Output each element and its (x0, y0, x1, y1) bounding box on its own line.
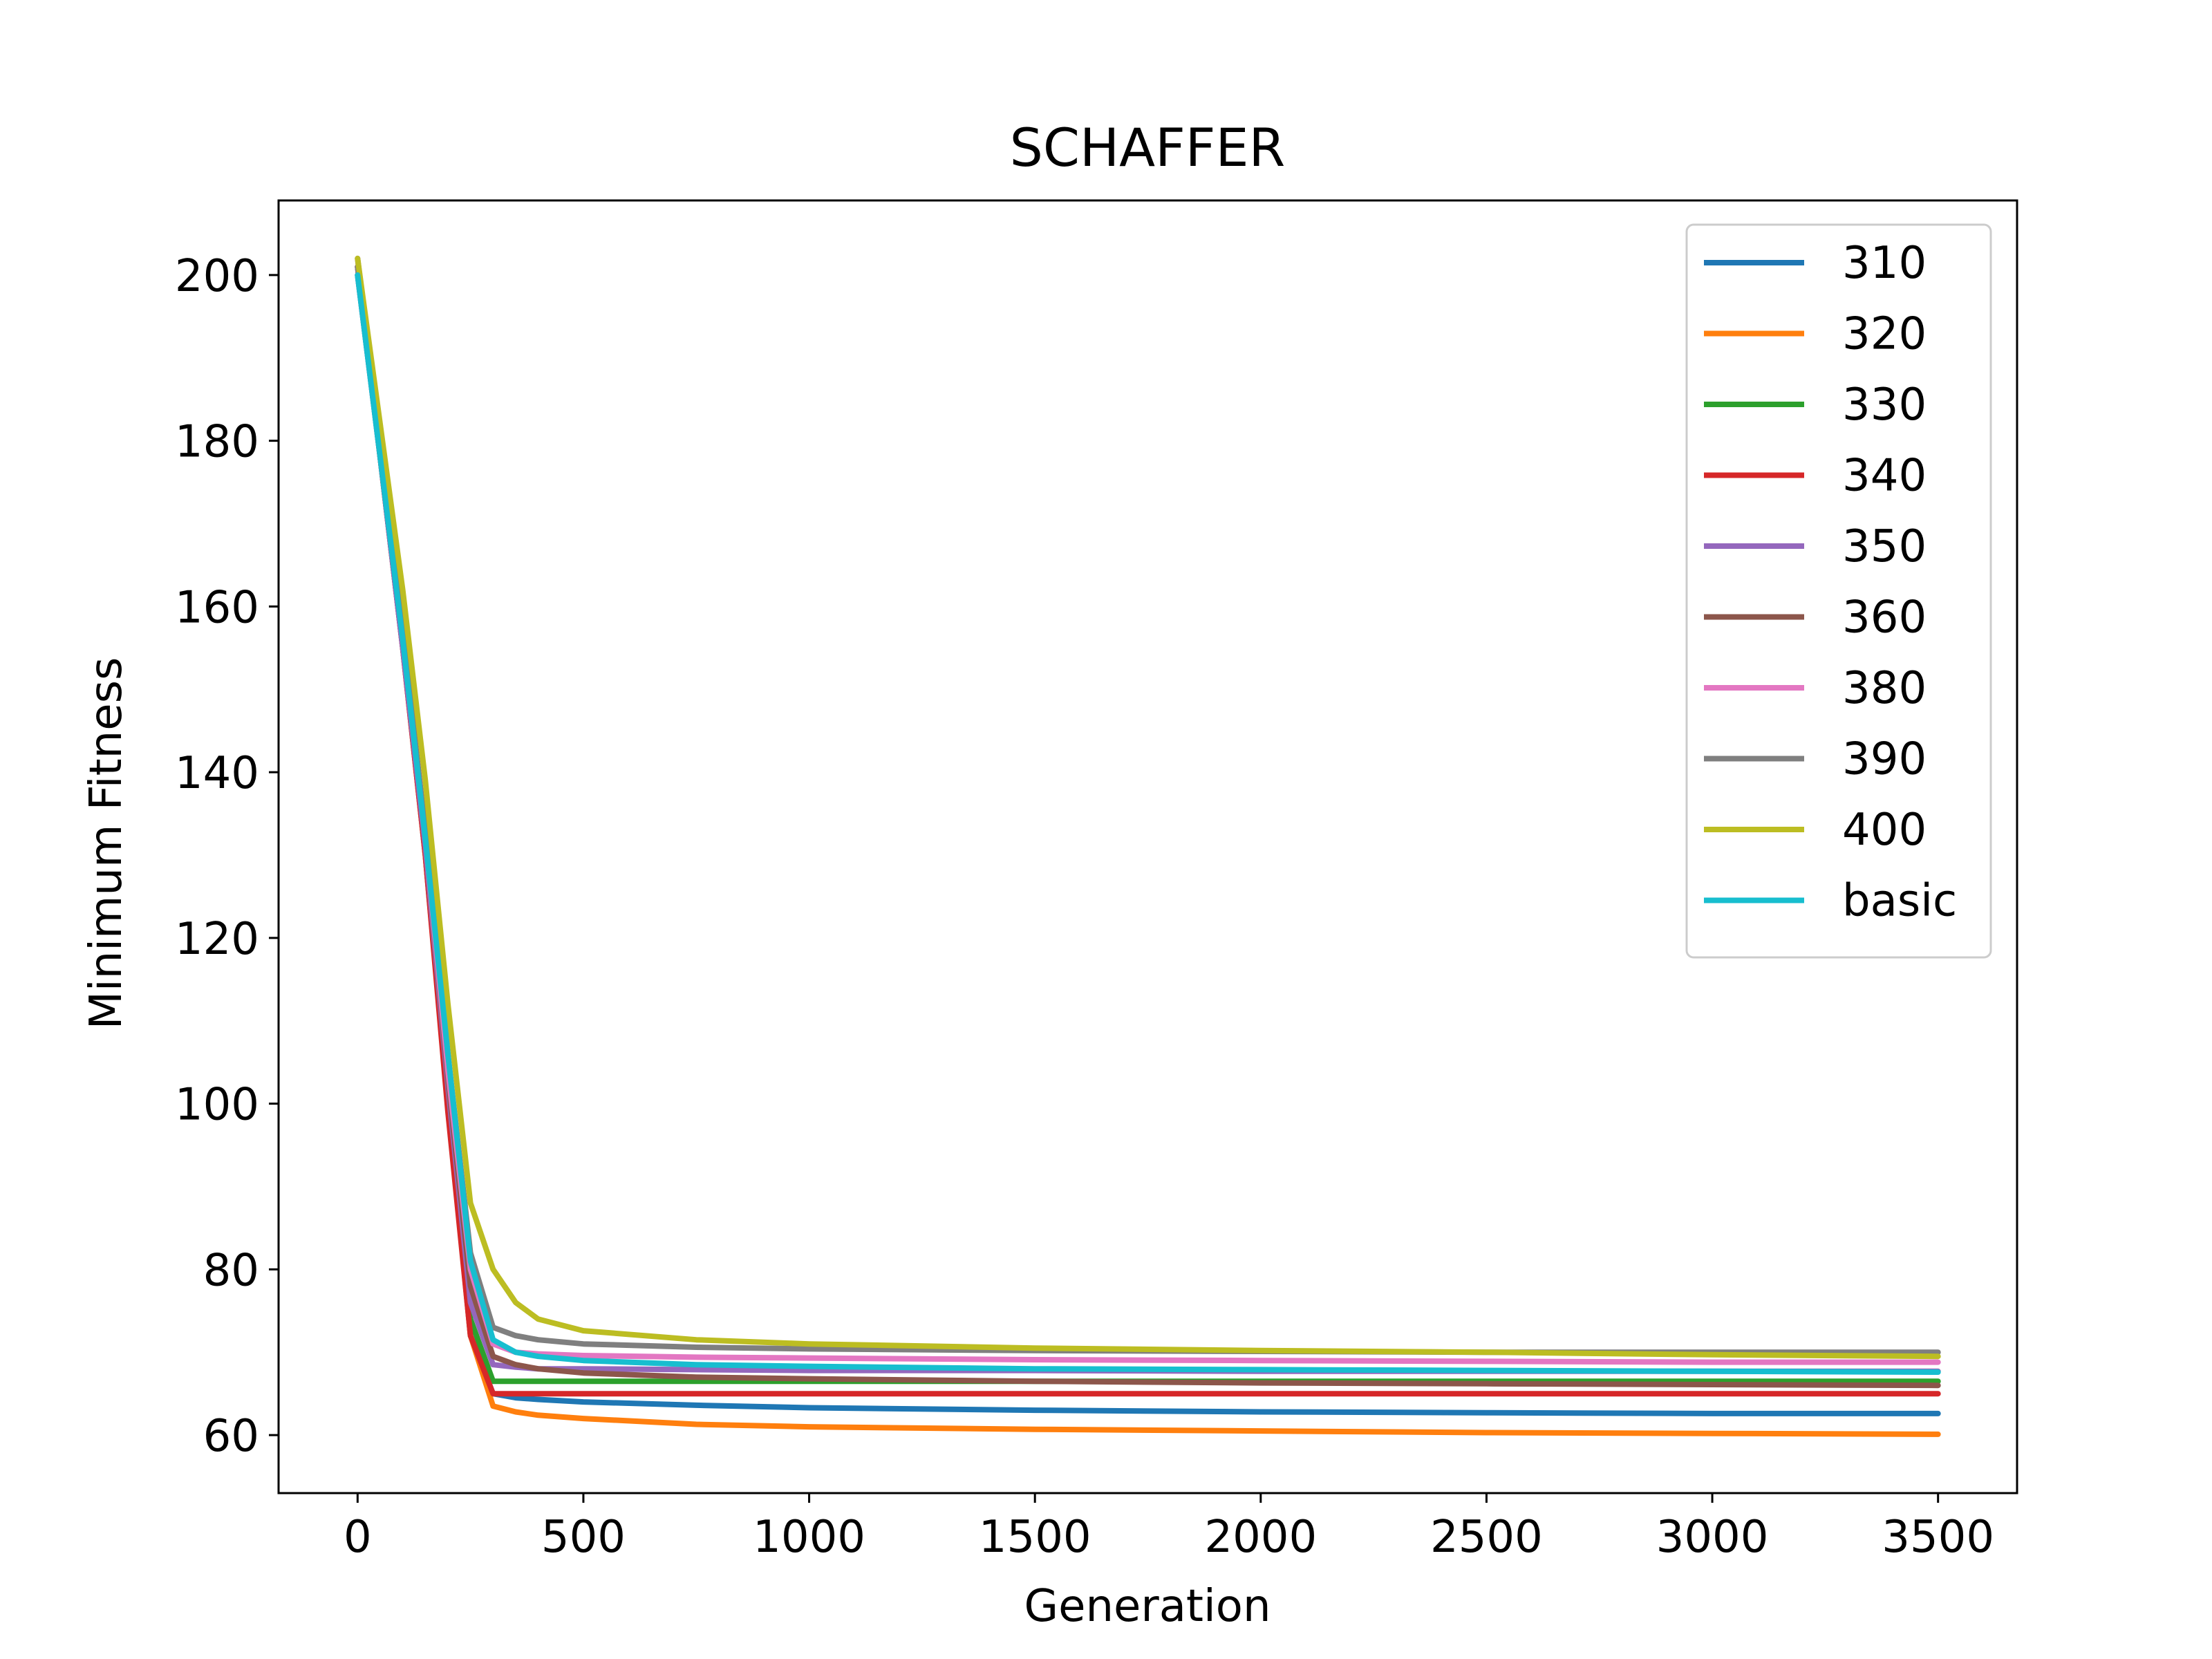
legend-label-330: 330 (1842, 379, 1927, 431)
legend-box (1685, 223, 1992, 959)
axes-frame (277, 199, 2018, 1494)
x-tick-label: 1500 (979, 1512, 1091, 1563)
y-tick-label: 200 (175, 251, 259, 302)
series-layer (355, 255, 1941, 1437)
chart-title: SCHAFFER (1010, 117, 1286, 178)
y-tick-label: 180 (175, 417, 259, 468)
y-axis-label: Minimum Fitness (81, 657, 132, 1030)
y-tick-label: 60 (203, 1411, 259, 1462)
y-tick-label: 160 (175, 582, 259, 633)
legend-label-360: 360 (1842, 592, 1927, 644)
legend-label-350: 350 (1842, 521, 1927, 572)
x-tick-label: 2500 (1430, 1512, 1543, 1563)
series-line-basic (355, 272, 1941, 1375)
x-axis: 0 500 1000 1500 2000 2500 3000 3500 (344, 1493, 1994, 1563)
y-tick-label: 80 (203, 1245, 259, 1296)
x-tick-label: 0 (344, 1512, 372, 1563)
series-line-400 (355, 255, 1941, 1360)
legend: 310 320 330 340 350 360 380 390 400 basic (1685, 223, 1992, 959)
legend-label-390: 390 (1842, 734, 1927, 785)
y-tick-label: 100 (175, 1080, 259, 1131)
x-axis-label: Generation (1024, 1581, 1271, 1632)
x-tick-label: 500 (541, 1512, 626, 1563)
legend-label-400: 400 (1842, 805, 1927, 856)
legend-label-basic: basic (1842, 876, 1957, 927)
legend-label-310: 310 (1842, 238, 1927, 289)
legend-label-340: 340 (1842, 451, 1927, 502)
legend-label-380: 380 (1842, 663, 1927, 714)
x-tick-label: 2000 (1204, 1512, 1317, 1563)
x-tick-label: 3000 (1656, 1512, 1769, 1563)
x-tick-label: 1000 (753, 1512, 865, 1563)
y-axis: 60 80 100 120 140 160 180 200 (175, 251, 279, 1462)
y-tick-label: 120 (175, 914, 259, 965)
legend-label-320: 320 (1842, 309, 1927, 360)
y-tick-label: 140 (175, 748, 259, 799)
x-tick-label: 3500 (1882, 1512, 1994, 1563)
